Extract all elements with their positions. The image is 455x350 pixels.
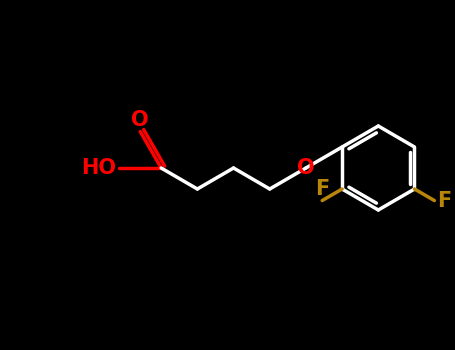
Text: O: O: [297, 158, 315, 178]
Text: O: O: [131, 110, 149, 130]
Text: F: F: [437, 190, 452, 211]
Text: F: F: [315, 178, 329, 198]
Text: HO: HO: [81, 158, 116, 178]
